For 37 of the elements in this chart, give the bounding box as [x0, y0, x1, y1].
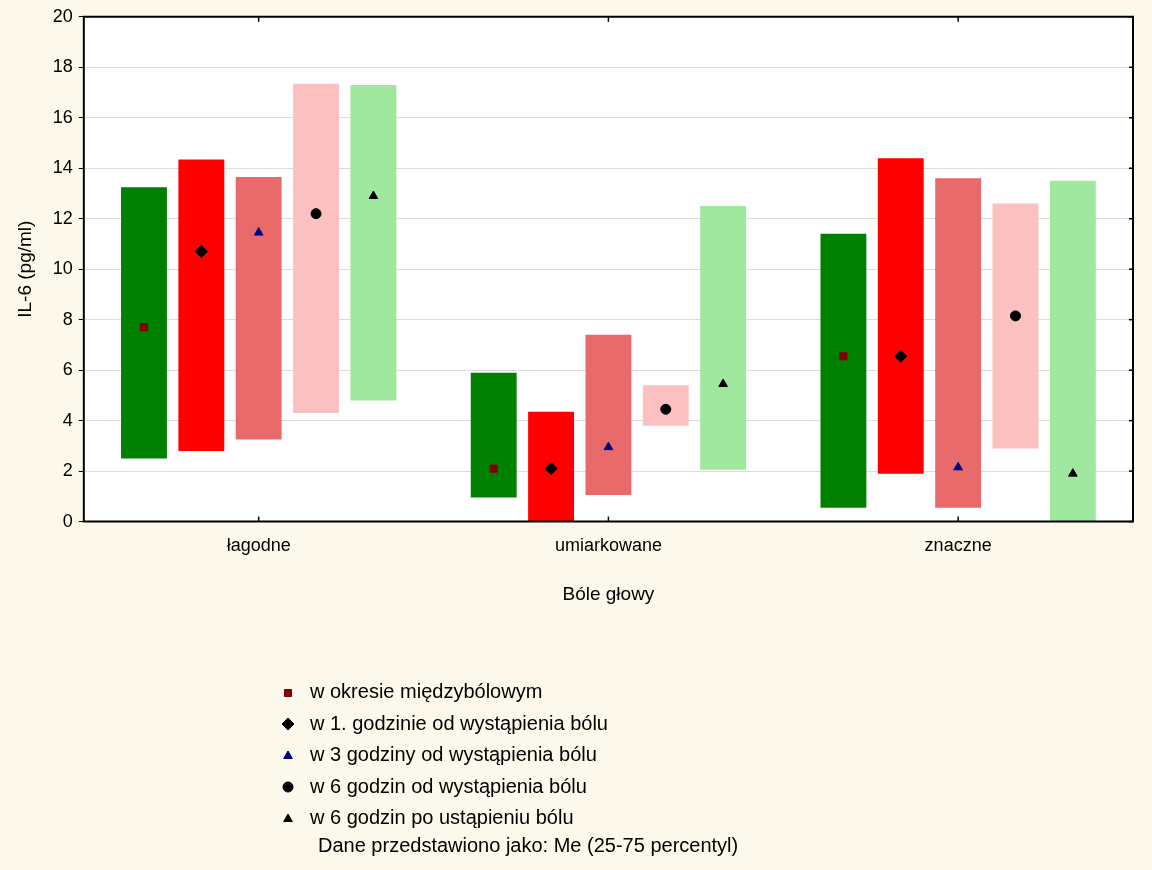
y-tick-label: 0 [62, 510, 73, 531]
x-tick-label: łagodne [226, 535, 291, 556]
bar [585, 334, 632, 496]
x-tick-label: umiarkowane [554, 535, 662, 556]
bar [121, 187, 167, 459]
legend-label: w 1. godzinie od wystąpienia bólu [310, 711, 608, 734]
y-tick-label: 12 [52, 207, 73, 228]
y-tick-label: 10 [52, 258, 73, 279]
x-tick-label: znaczne [924, 535, 992, 556]
text: Dane przedstawiono jako: Me (25-75 percentyl) [318, 834, 739, 857]
bar [470, 372, 517, 498]
bar [178, 159, 225, 451]
bar [877, 158, 924, 474]
bar [350, 84, 397, 401]
y-axis-title: IL-6 (pg/ml) [13, 220, 35, 318]
legend-label: w okresie międzybólowym [310, 680, 543, 702]
y-tick-label: 20 [52, 5, 73, 26]
bar [642, 385, 689, 426]
legend-label: w 6 godzin po ustąpieniu bólu [310, 806, 574, 828]
bar [820, 233, 867, 508]
bar [528, 411, 574, 522]
bar [700, 206, 747, 470]
bar [1049, 180, 1096, 522]
y-tick-label: 8 [62, 308, 73, 329]
legend-label: w 3 godziny od wystąpienia bólu [310, 743, 597, 765]
bar [935, 178, 982, 508]
x-axis-title: Bóle głowy [562, 582, 655, 604]
bar [992, 203, 1039, 449]
y-tick-label: 16 [52, 106, 73, 127]
y-tick-label: 2 [62, 460, 73, 481]
bar [235, 177, 282, 440]
legend-label: w 6 godzin od wystąpienia bólu [310, 774, 587, 797]
y-tick-label: 4 [62, 409, 73, 430]
y-tick-label: 6 [62, 359, 73, 380]
bar [293, 83, 339, 414]
y-tick-label: 18 [52, 56, 73, 77]
y-tick-label: 14 [52, 157, 73, 178]
